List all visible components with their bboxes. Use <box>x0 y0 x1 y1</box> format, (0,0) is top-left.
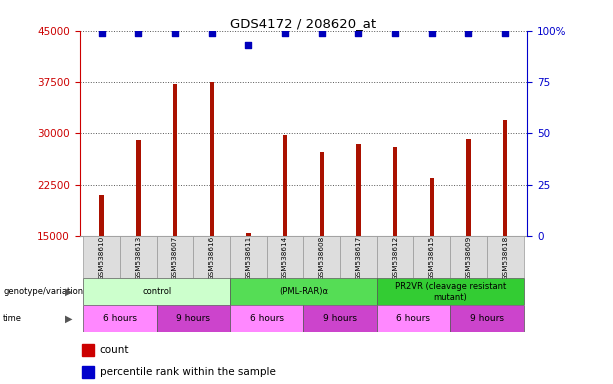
FancyBboxPatch shape <box>377 305 450 332</box>
Text: 6 hours: 6 hours <box>103 314 137 323</box>
FancyBboxPatch shape <box>230 278 377 305</box>
FancyBboxPatch shape <box>157 305 230 332</box>
Text: 6 hours: 6 hours <box>249 314 284 323</box>
Title: GDS4172 / 208620_at: GDS4172 / 208620_at <box>230 17 376 30</box>
Point <box>427 30 436 36</box>
Point <box>207 30 216 36</box>
FancyBboxPatch shape <box>267 236 303 278</box>
Text: GSM538609: GSM538609 <box>465 236 471 280</box>
Point <box>500 30 510 36</box>
FancyBboxPatch shape <box>83 236 120 278</box>
FancyBboxPatch shape <box>377 278 524 305</box>
Point <box>243 42 253 48</box>
Point <box>354 30 364 36</box>
Text: genotype/variation: genotype/variation <box>3 287 83 296</box>
FancyBboxPatch shape <box>193 236 230 278</box>
Text: GSM538614: GSM538614 <box>282 236 288 280</box>
FancyBboxPatch shape <box>450 305 524 332</box>
Point <box>134 30 143 36</box>
Text: GSM538611: GSM538611 <box>245 236 251 280</box>
Text: ▶: ▶ <box>65 314 72 324</box>
Text: 6 hours: 6 hours <box>397 314 430 323</box>
FancyBboxPatch shape <box>83 305 157 332</box>
Bar <box>503 120 508 236</box>
Text: control: control <box>142 287 172 296</box>
Text: GSM538613: GSM538613 <box>135 236 142 280</box>
Text: GSM538612: GSM538612 <box>392 236 398 280</box>
Text: time: time <box>3 314 22 323</box>
Bar <box>82 344 94 356</box>
Text: (PML-RAR)α: (PML-RAR)α <box>279 287 328 296</box>
FancyBboxPatch shape <box>303 305 377 332</box>
Point <box>280 30 290 36</box>
Point <box>317 30 327 36</box>
FancyBboxPatch shape <box>487 236 524 278</box>
FancyBboxPatch shape <box>377 236 414 278</box>
FancyBboxPatch shape <box>450 236 487 278</box>
FancyBboxPatch shape <box>230 305 303 332</box>
Bar <box>466 139 471 236</box>
Bar <box>393 147 397 236</box>
Text: GSM538610: GSM538610 <box>99 236 105 280</box>
Bar <box>356 144 360 236</box>
Point <box>97 30 107 36</box>
FancyBboxPatch shape <box>83 278 230 305</box>
FancyBboxPatch shape <box>157 236 193 278</box>
Text: GSM538618: GSM538618 <box>502 236 508 280</box>
Bar <box>319 152 324 236</box>
Bar <box>283 135 287 236</box>
FancyBboxPatch shape <box>414 236 450 278</box>
Text: 9 hours: 9 hours <box>470 314 504 323</box>
FancyBboxPatch shape <box>230 236 267 278</box>
Text: percentile rank within the sample: percentile rank within the sample <box>100 367 276 377</box>
Bar <box>210 82 214 236</box>
Bar <box>173 84 177 236</box>
Point <box>390 30 400 36</box>
Text: count: count <box>100 345 129 355</box>
Bar <box>99 195 104 236</box>
Text: GSM538607: GSM538607 <box>172 236 178 280</box>
Bar <box>430 178 434 236</box>
Bar <box>246 233 251 236</box>
Text: GSM538615: GSM538615 <box>429 236 435 280</box>
Point <box>463 30 473 36</box>
Text: ▶: ▶ <box>65 287 72 297</box>
Bar <box>82 366 94 378</box>
FancyBboxPatch shape <box>120 236 157 278</box>
Point <box>170 30 180 36</box>
Text: 9 hours: 9 hours <box>177 314 210 323</box>
Text: GSM538617: GSM538617 <box>356 236 362 280</box>
Bar <box>136 140 140 236</box>
Text: GSM538608: GSM538608 <box>319 236 325 280</box>
Text: PR2VR (cleavage resistant
mutant): PR2VR (cleavage resistant mutant) <box>395 282 506 301</box>
Text: 9 hours: 9 hours <box>323 314 357 323</box>
FancyBboxPatch shape <box>340 236 377 278</box>
Text: GSM538616: GSM538616 <box>209 236 215 280</box>
FancyBboxPatch shape <box>303 236 340 278</box>
